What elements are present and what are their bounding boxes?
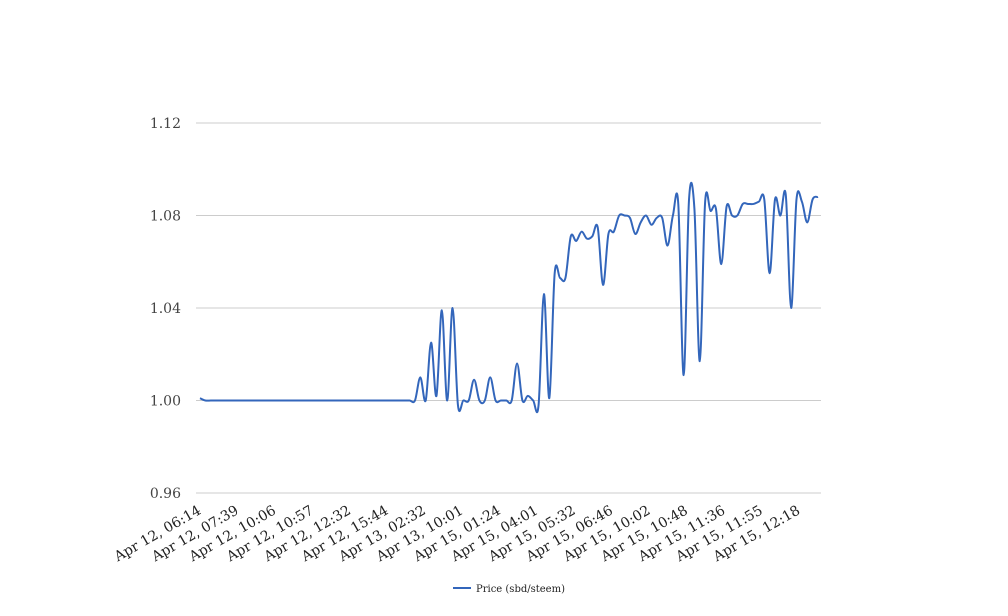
y-tick-label: 1.00 [150,394,181,410]
gridlines [196,122,821,494]
series-layer [199,181,819,414]
y-tick-label: 0.96 [150,486,181,502]
y-tick-label: 1.12 [150,116,181,132]
legend: Price (sbd/steem) [453,584,565,595]
y-tick-label: 1.08 [150,209,181,225]
series-line-price [199,181,819,414]
y-axis-tick-labels: 0.96 1.00 1.04 1.08 1.12 [150,116,181,502]
legend-label: Price (sbd/steem) [476,584,565,595]
y-tick-label: 1.04 [150,301,181,317]
